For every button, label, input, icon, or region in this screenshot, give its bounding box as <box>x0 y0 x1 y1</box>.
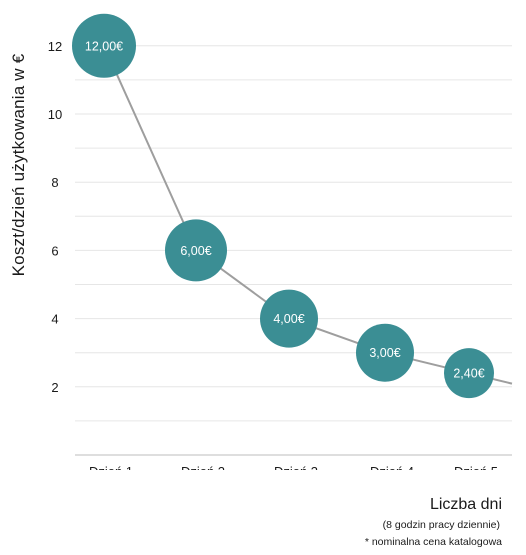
gridlines <box>75 45 512 422</box>
data-point <box>165 219 227 282</box>
y-axis-ticks: 2 4 6 8 10 12 <box>48 39 62 395</box>
data-point <box>356 323 414 382</box>
x-tick-label: Dzień 3 <box>274 464 318 470</box>
y-tick-label: 2 <box>51 380 58 395</box>
data-points: 12,00€ 6,00€ 4,00€ 3,00€ 2,40€ <box>72 13 494 399</box>
hours-note: (8 godzin pracy dziennie) <box>382 519 500 531</box>
price-note: * nominalna cena katalogowa <box>364 536 502 548</box>
x-tick-label: Dzień 1 <box>89 464 133 470</box>
y-tick-label: 8 <box>51 175 58 190</box>
y-tick-label: 12 <box>48 39 62 54</box>
y-tick-label: 6 <box>51 243 58 258</box>
x-tick-label: Dzień 4 <box>370 464 414 470</box>
y-axis-title-wrap: Koszt/dzień użytkowania w € <box>8 40 30 290</box>
data-label: 4,00€ <box>273 312 304 326</box>
data-label: 12,00€ <box>85 39 123 53</box>
x-axis-ticks: Dzień 1 Dzień 2 Dzień 3 Dzień 4 Dzień 5 <box>89 464 498 470</box>
data-label: 2,40€ <box>453 367 484 381</box>
y-tick-label: 4 <box>51 312 58 327</box>
data-label: 3,00€ <box>369 346 400 360</box>
y-tick-label: 10 <box>48 107 62 122</box>
data-point <box>444 348 494 399</box>
data-point <box>260 289 318 348</box>
x-tick-label: Dzień 5 <box>454 464 498 470</box>
x-axis-title: Liczba dni <box>429 496 502 513</box>
data-point <box>72 13 136 78</box>
y-axis-title: Koszt/dzień użytkowania w € <box>9 53 28 277</box>
x-tick-label: Dzień 2 <box>181 464 225 470</box>
data-label: 6,00€ <box>180 244 211 258</box>
